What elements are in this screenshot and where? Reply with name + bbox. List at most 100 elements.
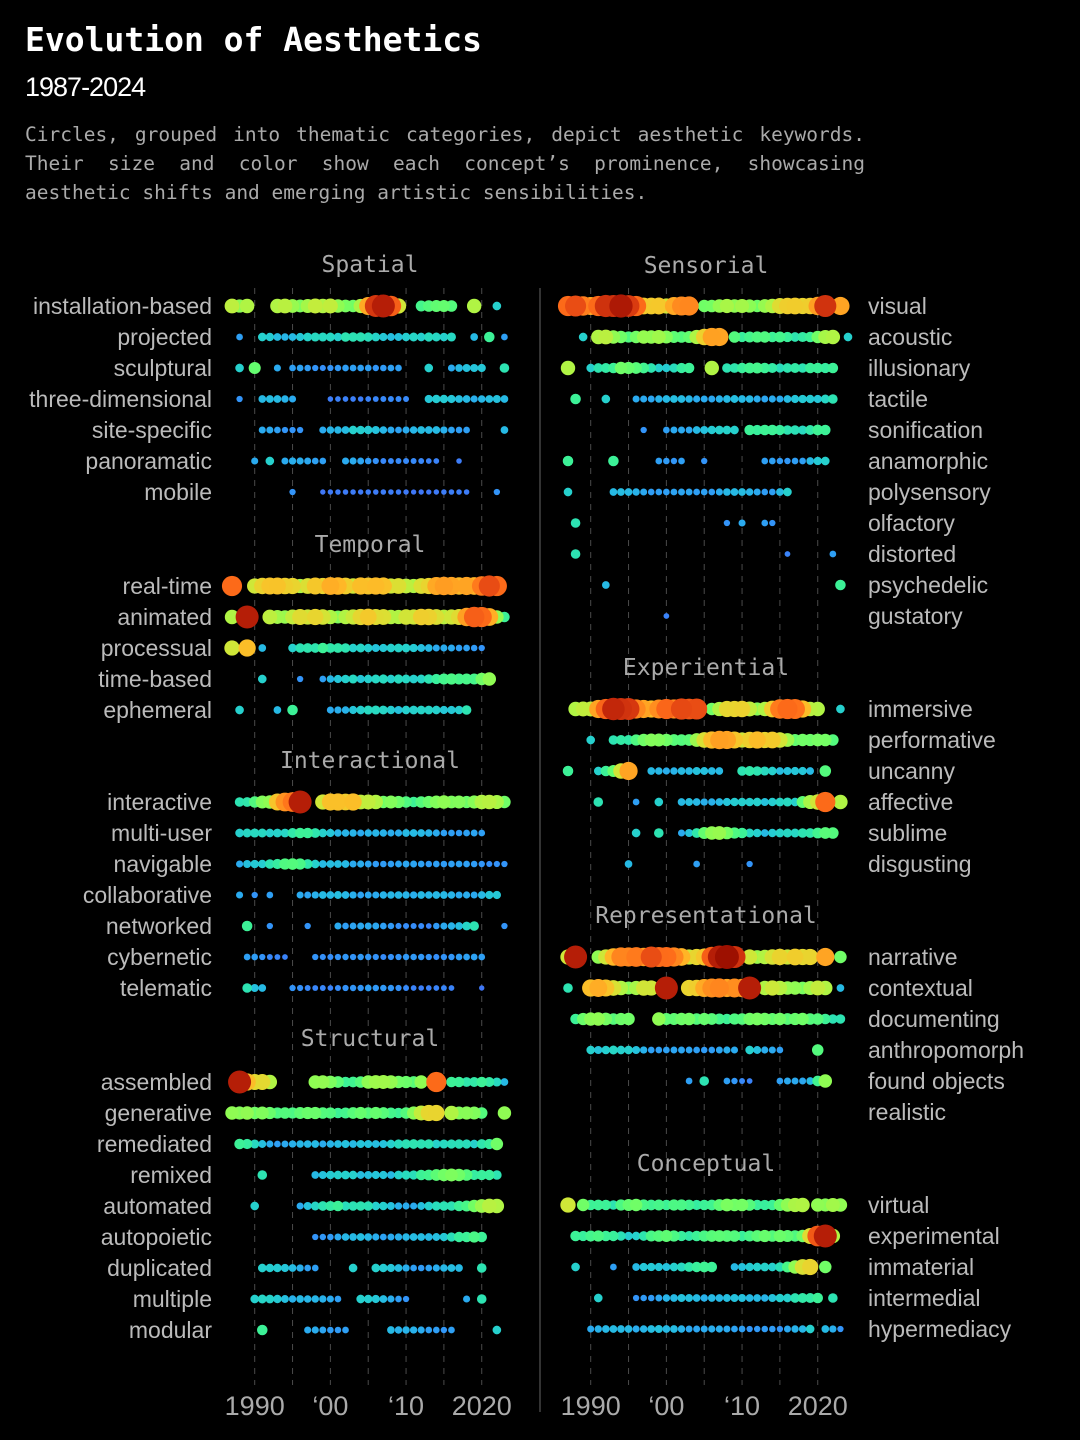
- keyword-point: [825, 329, 841, 345]
- keyword-point: [319, 985, 326, 991]
- keyword-point: [341, 829, 350, 837]
- keyword-point: [752, 797, 762, 807]
- keyword-point: [325, 1200, 336, 1212]
- keyword-point: [416, 332, 426, 342]
- keyword-label: panoramatic: [85, 448, 212, 474]
- keyword-point: [349, 860, 357, 868]
- keyword-point: [327, 489, 334, 495]
- keyword-point: [745, 1262, 754, 1272]
- keyword-point: [409, 1233, 418, 1241]
- keyword-point: [564, 945, 588, 969]
- keyword-point: [700, 488, 708, 496]
- group-title: Experiential: [623, 655, 789, 681]
- keyword-point: [365, 953, 372, 961]
- keyword-point: [811, 1198, 825, 1212]
- keyword-point: [281, 333, 289, 341]
- keyword-label: sonification: [868, 417, 983, 443]
- keyword-point: [235, 363, 244, 373]
- keyword-point: [631, 1231, 641, 1241]
- keyword-point: [319, 1233, 327, 1241]
- keyword-point: [685, 488, 693, 496]
- keyword-point: [282, 954, 288, 960]
- keyword-point: [760, 829, 769, 837]
- keyword-point: [327, 985, 334, 991]
- keyword-point: [424, 644, 433, 652]
- x-tick-label: ‘10: [724, 1391, 760, 1421]
- keyword-point: [394, 332, 403, 342]
- keyword-point: [790, 425, 800, 435]
- x-tick-label: 2020: [452, 1391, 512, 1421]
- keyword-point: [819, 765, 832, 777]
- keyword-point: [478, 860, 485, 868]
- keyword-point: [768, 1046, 776, 1054]
- keyword-point: [348, 425, 358, 435]
- keyword-point: [319, 457, 327, 465]
- keyword-label: experimental: [868, 1223, 1000, 1249]
- keyword-point: [280, 1263, 290, 1273]
- keyword-point: [745, 488, 754, 496]
- keyword-point: [741, 949, 758, 965]
- group-title: Conceptual: [637, 1151, 775, 1177]
- keyword-point: [224, 609, 240, 625]
- keyword-point: [462, 364, 471, 372]
- keyword-point: [395, 489, 402, 495]
- keyword-point: [833, 794, 848, 810]
- keyword-point: [624, 1045, 633, 1055]
- keyword-point: [655, 1046, 663, 1054]
- keyword-point: [342, 489, 349, 495]
- keyword-point: [490, 1137, 504, 1151]
- keyword-point: [288, 457, 297, 465]
- keyword-point: [257, 332, 267, 342]
- keyword-point: [560, 360, 576, 376]
- keyword-point: [677, 426, 686, 434]
- keyword-point: [678, 457, 685, 465]
- keyword-point: [236, 860, 244, 868]
- keyword-point: [723, 1077, 731, 1085]
- keyword-point: [685, 395, 693, 403]
- keyword-point: [416, 674, 426, 684]
- keyword-point: [640, 1294, 647, 1302]
- keyword-point: [256, 1324, 268, 1336]
- keyword-point: [431, 1139, 441, 1149]
- keyword-point: [751, 362, 763, 374]
- keyword-point: [372, 829, 380, 837]
- keyword-point: [647, 767, 656, 775]
- keyword-point: [828, 1014, 838, 1024]
- keyword-point: [670, 1294, 678, 1302]
- keyword-point: [380, 860, 387, 868]
- keyword-point: [340, 643, 351, 653]
- keyword-point: [782, 331, 793, 343]
- keyword-point: [608, 1200, 619, 1210]
- keyword-point: [482, 672, 497, 686]
- keyword-point: [622, 1012, 635, 1026]
- keyword-point: [410, 860, 418, 868]
- keyword-point: [310, 643, 321, 653]
- keyword-label: olfactory: [868, 510, 955, 536]
- keyword-point: [593, 766, 603, 776]
- keyword-point: [311, 1326, 319, 1334]
- keyword-point: [811, 733, 825, 747]
- keyword-point: [372, 984, 380, 992]
- keyword-point: [774, 331, 786, 343]
- keyword-point: [371, 1170, 380, 1180]
- keyword-point: [455, 922, 463, 930]
- keyword-point: [698, 1261, 710, 1273]
- keyword-point: [326, 706, 334, 714]
- keyword-point: [319, 1295, 327, 1303]
- keyword-label: autopoietic: [101, 1224, 212, 1250]
- keyword-point: [357, 984, 364, 992]
- keyword-point: [828, 1293, 838, 1303]
- keyword-point: [492, 1077, 502, 1087]
- keyword-point: [715, 1325, 723, 1333]
- keyword-point: [678, 488, 685, 496]
- keyword-point: [341, 1140, 350, 1148]
- keyword-point: [265, 1263, 275, 1273]
- keyword-label: tactile: [868, 386, 928, 412]
- keyword-point: [363, 643, 373, 653]
- keyword-point: [707, 425, 716, 435]
- keyword-point: [663, 613, 670, 619]
- keyword-point: [251, 953, 259, 961]
- keyword-point: [783, 766, 792, 776]
- keyword-point: [796, 733, 809, 747]
- group-title: Representational: [595, 903, 817, 929]
